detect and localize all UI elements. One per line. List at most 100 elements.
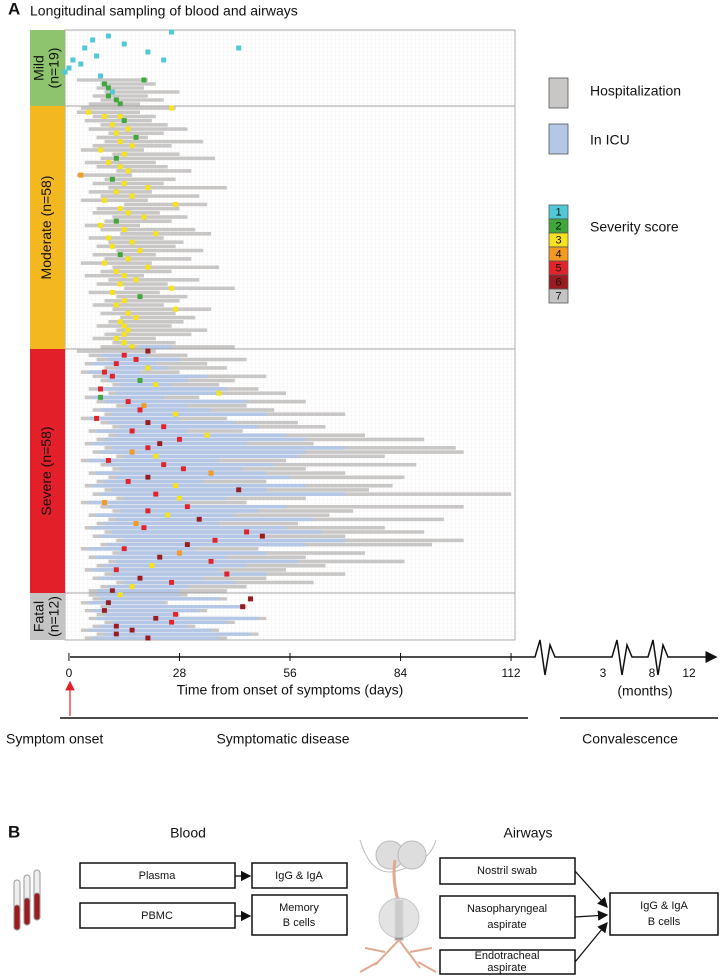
hospitalization-bar — [76, 110, 140, 115]
icu-bar — [92, 636, 219, 640]
sample-marker — [90, 37, 96, 43]
group-label: Fatal — [31, 601, 47, 632]
box-label: IgG & IgA — [275, 870, 323, 882]
hospitalization-bar — [108, 240, 184, 244]
icu-bar — [116, 559, 298, 564]
hospitalization-bar — [108, 278, 200, 282]
icu-bar — [88, 628, 212, 632]
sample-marker — [105, 160, 111, 166]
sample-marker — [141, 214, 147, 220]
sample-marker — [129, 193, 135, 199]
hospitalization-bar — [84, 223, 140, 228]
sample-marker — [113, 189, 119, 195]
sample-marker — [113, 97, 119, 103]
x-tick-label: 28 — [173, 666, 187, 680]
sample-marker — [117, 164, 123, 170]
arrow — [574, 870, 608, 908]
hospitalization-bar — [88, 290, 160, 295]
hospitalization-bar — [88, 236, 164, 240]
hospitalization-bar — [104, 219, 172, 223]
sample-marker — [133, 134, 139, 140]
sample-marker — [62, 69, 68, 75]
legend-label: 2 — [555, 220, 561, 232]
icu-bar — [120, 425, 259, 429]
hospitalization-bar — [76, 173, 133, 177]
sample-marker — [169, 619, 175, 625]
arrow — [574, 910, 609, 921]
sample-marker — [117, 592, 123, 598]
box-label: aspirate — [487, 962, 526, 974]
sample-marker — [121, 352, 127, 358]
sample-marker — [121, 151, 127, 157]
group-label: (n=12) — [46, 596, 62, 637]
sample-marker — [176, 550, 182, 556]
hospitalization-bar — [112, 215, 188, 219]
hospitalization-bar — [124, 202, 208, 207]
icu-bar — [108, 420, 235, 425]
sample-marker — [66, 65, 72, 71]
sample-marker — [101, 197, 107, 203]
timeline-label: Symptomatic disease — [216, 731, 349, 747]
icu-bar — [112, 412, 267, 416]
group-label: (n=19) — [46, 48, 62, 89]
sample-marker — [240, 604, 246, 610]
sample-marker — [169, 579, 175, 585]
icu-bar — [92, 568, 219, 572]
icu-bar — [108, 357, 180, 362]
sample-marker — [161, 57, 167, 63]
icu-bar — [88, 458, 219, 463]
sample-marker — [216, 390, 222, 396]
hospitalization-bar — [104, 332, 192, 337]
sample-marker — [176, 436, 182, 442]
sample-marker — [137, 378, 143, 384]
sample-marker — [173, 306, 179, 312]
icu-bar — [108, 584, 188, 589]
x-tick-label: 112 — [501, 666, 520, 680]
box — [251, 862, 348, 889]
group-strip — [30, 106, 65, 349]
legend-swatch — [548, 123, 569, 155]
icu-bar — [96, 387, 227, 391]
hospitalization-bar — [120, 232, 212, 236]
sample-marker — [125, 126, 131, 132]
group-label: Severe (n=58) — [38, 426, 54, 515]
hospitalization-bar — [108, 185, 227, 190]
sample-marker — [117, 101, 123, 107]
hospitalization-bar — [84, 160, 156, 165]
sample-marker — [109, 289, 115, 295]
hospitalization-bar — [104, 139, 204, 144]
hospitalization-bar — [120, 315, 196, 320]
icu-bar — [116, 433, 287, 438]
hospitalization-bar — [104, 177, 176, 182]
icu-bar — [104, 374, 208, 379]
sample-marker — [157, 554, 163, 560]
hospitalization-bar — [100, 311, 176, 316]
legend-swatch — [548, 288, 569, 304]
hospitalization-bar — [88, 127, 188, 131]
hospitalization-bar — [80, 148, 144, 152]
icu-bar — [88, 601, 164, 605]
sample-marker — [121, 298, 127, 304]
sample-marker — [153, 491, 159, 497]
box-label: aspirate — [487, 919, 526, 931]
group-strip — [30, 349, 65, 593]
icu-bar — [116, 391, 219, 395]
panel-letter: A — [8, 0, 20, 18]
icu-bar — [104, 399, 247, 404]
icu-bar — [116, 366, 168, 370]
icu-bar — [88, 547, 196, 551]
hospitalization-bar — [80, 198, 148, 203]
hospitalization-bar — [116, 248, 204, 253]
icu-bar — [120, 382, 172, 387]
swimmer-plot: Mild (n=19) Moderate (n=58) Severe (n=58) Fa… — [30, 29, 515, 641]
icu-bar — [124, 454, 298, 459]
icu-bar — [124, 496, 227, 501]
icu-bar — [140, 345, 172, 349]
sample-marker — [113, 218, 119, 224]
icu-bar — [92, 395, 164, 400]
icu-bar — [96, 589, 180, 593]
sample-marker — [169, 29, 175, 35]
arrow — [574, 921, 608, 963]
sample-marker — [133, 357, 139, 363]
sample-marker — [204, 432, 210, 438]
